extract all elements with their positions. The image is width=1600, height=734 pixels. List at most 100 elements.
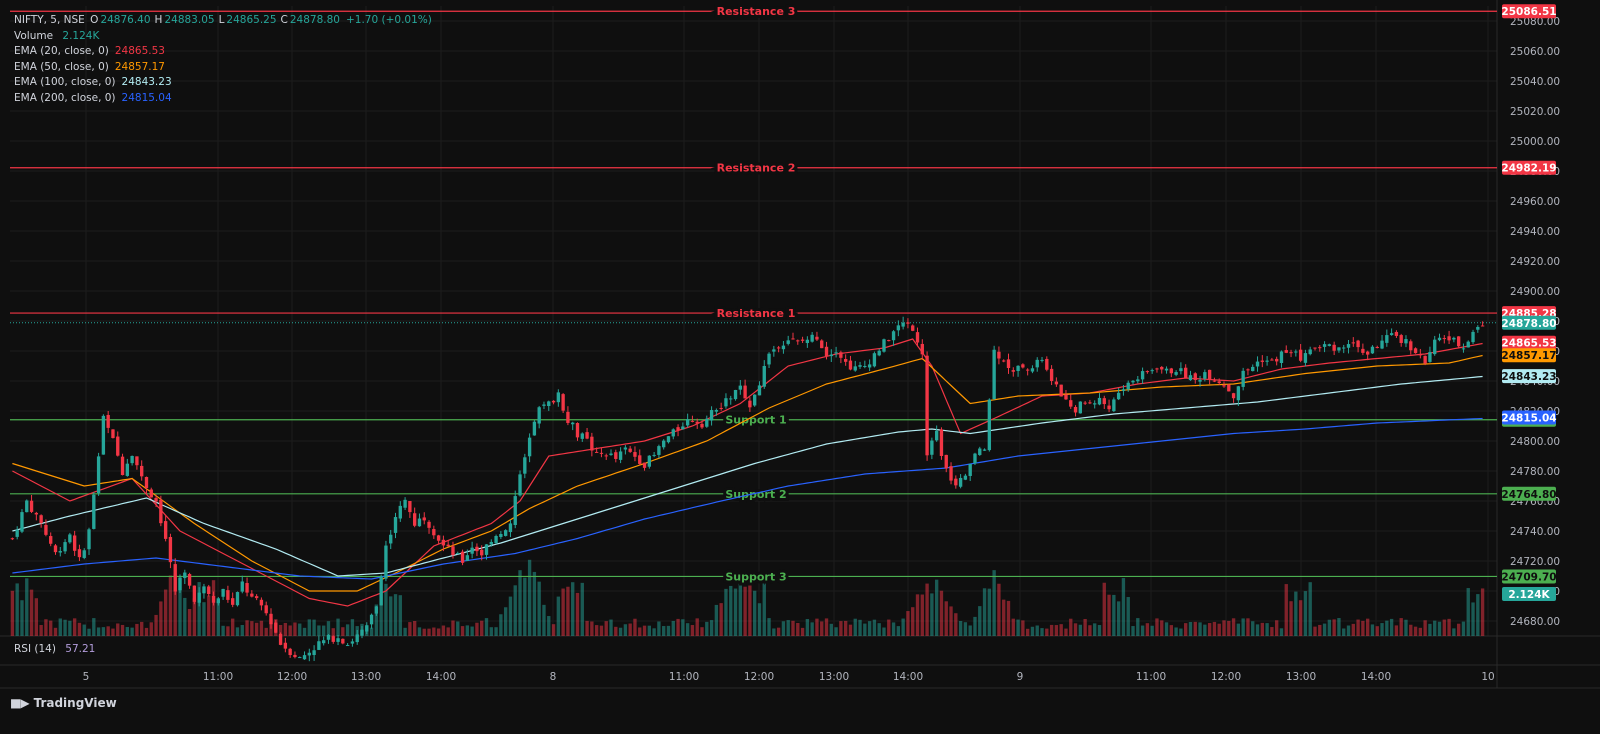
candle-body bbox=[594, 451, 599, 453]
volume-bar bbox=[412, 620, 417, 636]
volume-bar bbox=[532, 571, 537, 636]
candle-body bbox=[1447, 336, 1451, 341]
footer bbox=[0, 689, 1600, 734]
volume-bar bbox=[671, 620, 675, 636]
volume-histogram bbox=[10, 559, 1485, 636]
volume-bar bbox=[604, 621, 608, 636]
volume-bar bbox=[1236, 623, 1241, 636]
candle-body bbox=[934, 430, 939, 441]
volume-bar bbox=[1409, 624, 1413, 636]
ohlc-item: +1.70 (+0.01%) bbox=[345, 14, 432, 26]
volume-bar bbox=[331, 628, 335, 636]
volume-bar bbox=[911, 607, 915, 636]
volume-bar bbox=[1284, 584, 1288, 636]
candle-body bbox=[1265, 360, 1269, 362]
candle-body bbox=[441, 539, 446, 546]
symbol-label[interactable]: NIFTY, 5, NSE bbox=[14, 14, 85, 26]
volume-bar bbox=[302, 627, 307, 636]
candle-body bbox=[39, 515, 43, 524]
volume-bar bbox=[963, 622, 968, 636]
ohlc-item: C 24878.80 bbox=[280, 14, 340, 26]
volume-bar bbox=[867, 621, 872, 636]
candle-body bbox=[365, 625, 369, 632]
volume-bar bbox=[53, 627, 58, 636]
volume-bar bbox=[34, 598, 39, 636]
indicator-row[interactable]: EMA (20, close, 0) 24865.53 bbox=[14, 44, 438, 60]
volume-bar bbox=[1471, 602, 1475, 636]
volume-bar bbox=[1107, 594, 1111, 636]
volume-bar bbox=[1365, 618, 1370, 636]
candle-body bbox=[542, 404, 546, 406]
ohlc-item: H 24883.05 bbox=[154, 14, 215, 26]
candle-body bbox=[207, 586, 211, 595]
volume-bar bbox=[1059, 624, 1063, 636]
level-tag: 24982.19 bbox=[1501, 163, 1556, 175]
volume-bar bbox=[216, 601, 220, 636]
candle-body bbox=[1217, 381, 1221, 384]
volume-bar bbox=[623, 624, 628, 636]
candle-body bbox=[283, 642, 288, 649]
volume-bar bbox=[724, 588, 728, 636]
candle-body bbox=[1093, 403, 1097, 405]
volume-bar bbox=[264, 627, 268, 636]
candle-body bbox=[178, 577, 182, 591]
candle-body bbox=[1140, 371, 1145, 380]
candle-body bbox=[1174, 372, 1178, 375]
volume-bar bbox=[930, 593, 934, 636]
candle-body bbox=[140, 465, 144, 477]
rsi-legend[interactable]: RSI (14) 57.21 bbox=[14, 643, 95, 655]
volume-bar bbox=[259, 620, 264, 636]
volume-bar bbox=[432, 627, 436, 636]
candle-body bbox=[671, 429, 675, 437]
volume-bar bbox=[690, 625, 695, 636]
indicator-row[interactable]: EMA (200, close, 0) 24815.04 bbox=[14, 91, 438, 107]
candle-body bbox=[355, 634, 359, 643]
volume-bar bbox=[978, 606, 982, 636]
volume-bar bbox=[915, 594, 920, 636]
indicator-row[interactable]: EMA (50, close, 0) 24857.17 bbox=[14, 60, 438, 76]
volume-bar bbox=[1466, 588, 1470, 636]
volume-bar bbox=[312, 619, 316, 636]
volume-bar bbox=[542, 604, 546, 636]
candle-body bbox=[96, 456, 101, 494]
candle-body bbox=[1184, 367, 1188, 379]
volume-bar bbox=[1150, 625, 1154, 636]
indicator-label: EMA (200, close, 0) bbox=[14, 91, 116, 104]
candle-body bbox=[393, 517, 398, 533]
volume-bar bbox=[566, 586, 570, 636]
volume-bar bbox=[1002, 599, 1006, 636]
candle-body bbox=[1385, 335, 1389, 343]
rsi-label: RSI (14) bbox=[14, 643, 56, 655]
volume-bar bbox=[781, 621, 786, 636]
candle-body bbox=[1069, 400, 1073, 407]
candle-body bbox=[235, 592, 240, 606]
volume-bar bbox=[154, 614, 158, 636]
volume-bar bbox=[1193, 621, 1197, 636]
volume-bar bbox=[743, 586, 747, 636]
candle-body bbox=[1365, 351, 1370, 355]
indicator-label: EMA (20, close, 0) bbox=[14, 45, 109, 57]
tradingview-logo[interactable]: ■▶ TradingView bbox=[10, 696, 117, 710]
indicator-row[interactable]: EMA (100, close, 0) 24843.23 bbox=[14, 75, 438, 91]
volume-bar bbox=[15, 583, 19, 636]
volume-bar bbox=[628, 623, 632, 636]
indicator-label: EMA (100, close, 0) bbox=[14, 76, 116, 88]
candle-body bbox=[403, 499, 407, 508]
volume-bar bbox=[810, 622, 814, 636]
volume-bar bbox=[20, 600, 24, 636]
volume-bar bbox=[39, 625, 43, 636]
volume-bar bbox=[1021, 620, 1025, 636]
candle-body bbox=[427, 521, 431, 528]
volume-bar bbox=[571, 582, 575, 636]
candle-body bbox=[1179, 368, 1183, 372]
volume-bar bbox=[1342, 628, 1346, 636]
volume-bar bbox=[1246, 618, 1250, 636]
volume-bar bbox=[460, 626, 465, 636]
volume-bar bbox=[173, 573, 177, 636]
candle-body bbox=[1040, 359, 1044, 361]
volume-bar bbox=[1040, 628, 1044, 636]
candle-body bbox=[1337, 347, 1341, 351]
volume-row[interactable]: Volume 2.124K bbox=[14, 29, 438, 45]
